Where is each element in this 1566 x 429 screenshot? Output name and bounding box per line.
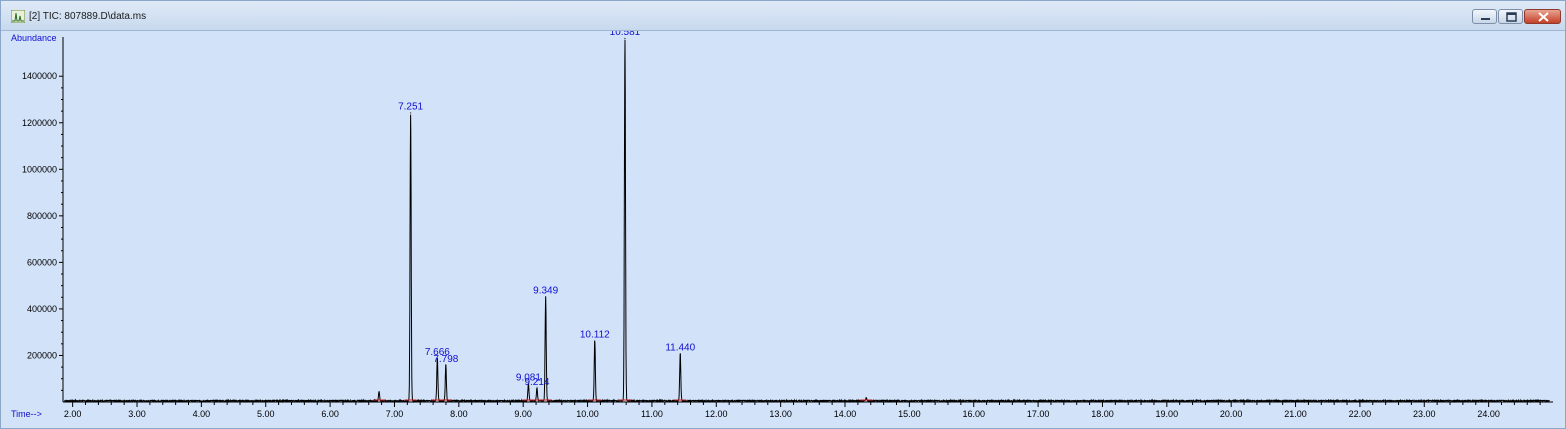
- maximize-button[interactable]: [1498, 9, 1523, 24]
- x-tick-label: 10.00: [576, 409, 599, 419]
- peak-label[interactable]: 10.112: [580, 330, 610, 341]
- y-tick-label: 200000: [27, 350, 57, 360]
- x-tick-label: 18.00: [1091, 409, 1114, 419]
- x-tick-label: 3.00: [128, 409, 146, 419]
- x-tick-label: 24.00: [1477, 409, 1500, 419]
- x-tick-label: 2.00: [64, 409, 82, 419]
- peak-label[interactable]: 10.581: [610, 31, 641, 38]
- tic-trace: [64, 39, 1550, 404]
- x-tick-label: 16.00: [962, 409, 985, 419]
- x-tick-label: 4.00: [193, 409, 211, 419]
- peak-label[interactable]: 9.081: [516, 373, 541, 384]
- x-tick-label: 23.00: [1413, 409, 1436, 419]
- y-axis-label: Abundance: [11, 33, 57, 43]
- y-tick-label: 800000: [27, 211, 57, 221]
- y-tick-label: 1200000: [22, 118, 57, 128]
- chromatogram-app-icon: [11, 10, 25, 23]
- minimize-icon: [1481, 18, 1490, 20]
- peak-label[interactable]: 11.440: [665, 342, 695, 353]
- minimize-button[interactable]: [1472, 9, 1497, 24]
- x-tick-label: 17.00: [1027, 409, 1050, 419]
- peak-label[interactable]: 9.349: [533, 285, 558, 296]
- x-tick-label: 13.00: [769, 409, 792, 419]
- y-tick-label: 1000000: [22, 164, 57, 174]
- x-tick-label: 21.00: [1284, 409, 1307, 419]
- y-tick-label: 600000: [27, 257, 57, 267]
- x-tick-label: 5.00: [257, 409, 275, 419]
- x-axis-label: Time-->: [11, 409, 42, 419]
- close-button[interactable]: [1524, 9, 1561, 24]
- peak-label[interactable]: 7.798: [433, 354, 458, 365]
- y-tick-label: 1400000: [22, 71, 57, 81]
- x-tick-label: 15.00: [898, 409, 921, 419]
- x-tick-label: 6.00: [321, 409, 339, 419]
- x-tick-label: 8.00: [450, 409, 468, 419]
- peak-label[interactable]: 9.214: [524, 377, 549, 388]
- window-title: [2] TIC: 807889.D\data.ms: [29, 11, 147, 22]
- x-tick-label: 20.00: [1220, 409, 1243, 419]
- x-tick-label: 22.00: [1349, 409, 1372, 419]
- close-icon: [1538, 12, 1549, 22]
- y-tick-label: 400000: [27, 304, 57, 314]
- x-tick-label: 7.00: [386, 409, 404, 419]
- peak-label[interactable]: 7.666: [425, 347, 450, 358]
- peak-label[interactable]: 7.251: [398, 101, 423, 112]
- chromatogram-plot[interactable]: Abundance Time--> 200000 400000 600000 800000…: [5, 31, 1561, 426]
- maximize-icon: [1506, 12, 1517, 22]
- x-tick-label: 11.00: [641, 409, 663, 419]
- tic-chart: Abundance Time--> 200000 400000 600000 800000…: [11, 31, 1553, 419]
- title-bar[interactable]: [2] TIC: 807889.D\data.ms: [1, 1, 1565, 31]
- x-tick-label: 14.00: [834, 409, 857, 419]
- x-tick-label: 9.00: [514, 409, 532, 419]
- x-tick-label: 12.00: [705, 409, 728, 419]
- x-tick-label: 19.00: [1156, 409, 1179, 419]
